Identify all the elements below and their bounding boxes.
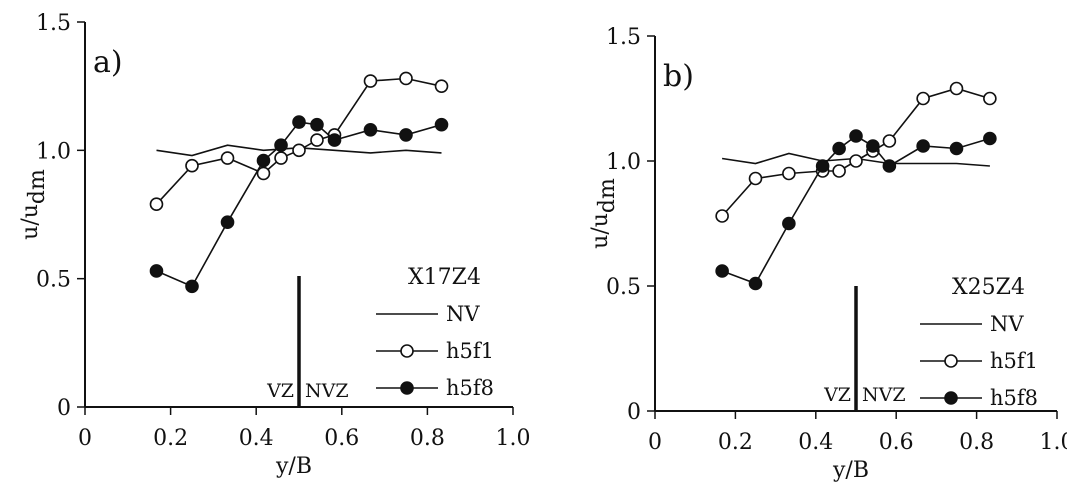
x-tick-label: 0.4	[798, 430, 833, 455]
chart-panel-a: 0 0.2 0.4 0.6 0.8 1.0 0 0.5 1.0 1.5 y/B u/udm a) VZ NV…	[18, 11, 531, 479]
y-tick-label: 1.5	[36, 11, 71, 36]
y-axis-label-subscript: dm	[25, 169, 50, 204]
data-point-h5f1	[310, 133, 324, 147]
x-tick-label: 0.6	[324, 426, 359, 451]
zone-label-vz: VZ	[823, 384, 851, 406]
y-tick-label: 1.0	[606, 150, 641, 175]
y-axis-label-main: u/u	[18, 204, 43, 240]
data-point-h5f1	[149, 197, 164, 212]
y-axis-label-subscript: dm	[595, 178, 620, 213]
data-point-h5f1	[916, 91, 930, 106]
data-point-h5f1	[748, 171, 763, 186]
data-point-h5f8	[363, 123, 378, 137]
data-point-h5f1	[832, 164, 846, 178]
panel-label: a)	[93, 45, 123, 80]
data-point-h5f8	[748, 276, 763, 291]
x-tick-label: 0.4	[239, 426, 274, 451]
data-point-h5f1	[782, 166, 796, 181]
data-point-h5f8	[310, 117, 324, 132]
data-point-h5f8	[149, 264, 164, 278]
data-point-h5f1	[715, 209, 729, 223]
data-point-h5f8	[292, 115, 306, 129]
series-line-h5f1	[721, 87, 991, 217]
y-tick-label: 0.5	[36, 268, 71, 293]
zone-label-vz: VZ	[266, 380, 294, 402]
legend-label-NV: NV	[990, 312, 1024, 336]
data-point-h5f8	[832, 141, 846, 156]
data-point-h5f8	[849, 129, 863, 143]
x-tick-label: 1.0	[496, 426, 531, 451]
data-point-h5f1	[292, 143, 306, 158]
legend-label-h5f1: h5f1	[990, 349, 1038, 373]
legend-label-NV: NV	[446, 302, 480, 326]
legend-title: X17Z4	[408, 265, 481, 290]
data-point-h5f8	[434, 117, 449, 132]
y-tick-label: 1.5	[606, 25, 641, 50]
data-point-h5f8	[220, 215, 235, 229]
data-point-h5f1	[949, 81, 964, 96]
data-point-h5f1	[882, 134, 897, 148]
x-tick-label: 0.8	[959, 430, 994, 455]
data-point-h5f1	[220, 151, 235, 165]
x-axis-label: y/B	[832, 458, 869, 483]
zone-label-nvz: NVZ	[305, 380, 349, 402]
y-tick-label: 1.0	[36, 139, 71, 164]
data-point-h5f8	[274, 138, 288, 152]
x-tick-label: 0.6	[879, 430, 914, 455]
data-point-h5f1	[274, 151, 288, 165]
x-tick-label: 0.2	[153, 426, 188, 451]
x-tick-label: 0.8	[410, 426, 445, 451]
data-point-h5f8	[399, 128, 413, 142]
chart-panel-b: 0 0.2 0.4 0.6 0.8 1.0 0 0.5 1.0 1.5 y/B u/udm b) VZ NV…	[588, 25, 1067, 483]
data-point-h5f8	[866, 139, 880, 153]
panel-label: b)	[663, 59, 694, 94]
data-point-h5f8	[256, 153, 271, 168]
data-point-h5f8	[949, 141, 964, 156]
y-axis-label: u/udm	[18, 169, 50, 240]
series-line-h5f1	[155, 77, 442, 205]
y-tick-label: 0	[57, 396, 71, 421]
data-point-h5f8	[782, 216, 796, 231]
x-tick-label: 0	[648, 430, 662, 455]
y-axis-label-main: u/u	[588, 213, 613, 249]
data-point-h5f8	[916, 139, 930, 153]
data-point-h5f8	[815, 159, 830, 173]
data-point-h5f1	[983, 91, 997, 106]
data-point-h5f1	[363, 74, 378, 88]
x-axis-label: y/B	[275, 454, 312, 479]
legend-label-h5f1: h5f1	[446, 339, 494, 363]
data-point-h5f1	[434, 79, 449, 93]
legend-marker	[944, 354, 958, 368]
x-tick-label: 1.0	[1040, 430, 1067, 455]
legend-marker	[400, 344, 414, 358]
y-tick-label: 0.5	[606, 275, 641, 300]
x-tick-label: 0.2	[718, 430, 753, 455]
data-point-h5f1	[256, 166, 271, 181]
legend-label-h5f8: h5f8	[446, 376, 494, 400]
data-point-h5f1	[399, 71, 413, 86]
data-point-h5f8	[882, 159, 897, 173]
y-axis-label: u/udm	[588, 178, 620, 249]
x-tick-label: 0	[78, 426, 92, 451]
legend-marker	[944, 391, 958, 405]
data-point-h5f8	[185, 279, 199, 294]
data-point-h5f1	[849, 154, 863, 168]
legend-marker	[400, 381, 414, 395]
legend-label-h5f8: h5f8	[990, 386, 1038, 410]
zone-label-nvz: NVZ	[862, 384, 906, 406]
legend-title: X25Z4	[952, 275, 1025, 300]
data-point-h5f1	[185, 158, 199, 173]
data-point-h5f8	[715, 264, 729, 278]
y-tick-label: 0	[627, 400, 641, 425]
data-point-h5f8	[983, 131, 997, 146]
data-point-h5f8	[327, 133, 342, 147]
